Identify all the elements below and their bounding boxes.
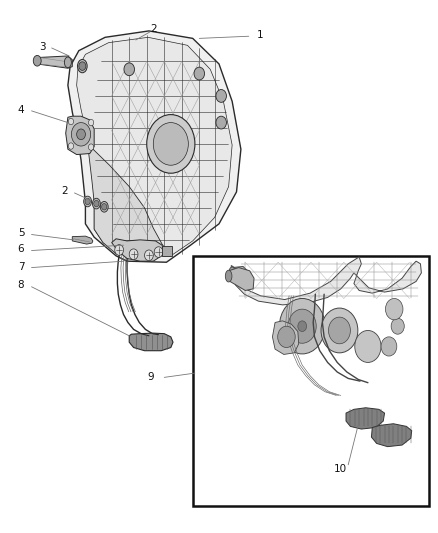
Polygon shape: [231, 257, 421, 305]
Text: 10: 10: [334, 464, 347, 474]
Text: 5: 5: [18, 229, 25, 238]
Ellipse shape: [92, 198, 100, 209]
Circle shape: [115, 245, 124, 255]
Circle shape: [298, 321, 307, 332]
Text: 9: 9: [148, 373, 155, 382]
Circle shape: [321, 308, 358, 353]
Circle shape: [88, 144, 94, 150]
Circle shape: [279, 298, 325, 354]
Circle shape: [68, 118, 74, 125]
Ellipse shape: [225, 270, 232, 282]
Circle shape: [153, 123, 188, 165]
Polygon shape: [66, 116, 94, 155]
Polygon shape: [77, 37, 232, 256]
Polygon shape: [346, 408, 385, 429]
Circle shape: [71, 123, 91, 146]
Circle shape: [288, 309, 316, 343]
Circle shape: [154, 247, 163, 257]
Circle shape: [385, 298, 403, 320]
Circle shape: [129, 249, 138, 260]
Ellipse shape: [84, 196, 92, 207]
Circle shape: [85, 198, 90, 205]
Bar: [193, 256, 429, 506]
Ellipse shape: [64, 57, 71, 68]
Text: 4: 4: [18, 106, 25, 115]
Circle shape: [278, 326, 295, 348]
Polygon shape: [371, 424, 412, 447]
Circle shape: [147, 115, 195, 173]
Polygon shape: [232, 266, 247, 284]
Text: 7: 7: [18, 262, 25, 271]
Polygon shape: [129, 333, 173, 351]
Text: 6: 6: [18, 245, 25, 254]
Polygon shape: [88, 144, 171, 256]
Circle shape: [88, 119, 94, 126]
Circle shape: [381, 337, 397, 356]
Circle shape: [68, 143, 74, 149]
Circle shape: [124, 63, 134, 76]
Text: 2: 2: [150, 24, 157, 34]
Circle shape: [145, 250, 153, 261]
Circle shape: [328, 317, 350, 344]
Polygon shape: [72, 236, 93, 244]
Polygon shape: [37, 56, 72, 68]
Circle shape: [355, 330, 381, 362]
Circle shape: [79, 62, 86, 70]
Text: 1: 1: [257, 30, 264, 39]
Bar: [162, 246, 172, 256]
Text: 2: 2: [61, 186, 68, 196]
Polygon shape: [112, 239, 164, 261]
Ellipse shape: [33, 55, 41, 66]
Ellipse shape: [229, 267, 236, 279]
Polygon shape: [229, 268, 254, 290]
Circle shape: [102, 204, 107, 210]
Circle shape: [94, 200, 99, 207]
Text: 8: 8: [18, 280, 25, 290]
Circle shape: [391, 318, 404, 334]
Polygon shape: [272, 321, 299, 354]
Circle shape: [216, 90, 226, 102]
Ellipse shape: [100, 201, 108, 212]
Polygon shape: [68, 31, 241, 262]
Ellipse shape: [78, 59, 87, 73]
Circle shape: [77, 129, 85, 140]
Text: 3: 3: [39, 42, 46, 52]
Circle shape: [194, 67, 205, 80]
Circle shape: [216, 116, 226, 129]
